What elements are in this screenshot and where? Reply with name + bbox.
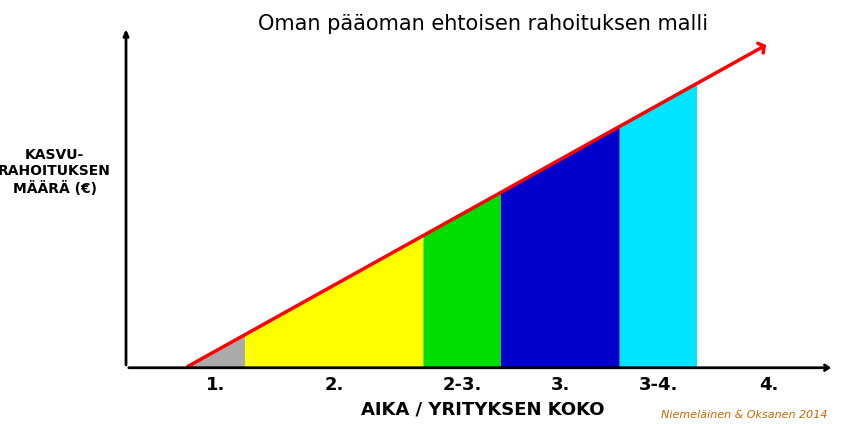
Polygon shape [245,234,424,368]
Text: 3.: 3. [550,376,570,394]
Text: 2.: 2. [325,376,344,394]
Polygon shape [697,2,840,368]
Text: Niemeläinen & Oksanen 2014: Niemeläinen & Oksanen 2014 [661,410,827,420]
Polygon shape [424,191,500,368]
Polygon shape [500,125,619,368]
Text: Oman pääoman ehtoisen rahoituksen malli: Oman pääoman ehtoisen rahoituksen malli [258,14,708,33]
Text: 4.: 4. [759,376,778,394]
Text: 1.: 1. [206,376,225,394]
Polygon shape [619,81,697,368]
Text: AIKA / YRITYKSEN KOKO: AIKA / YRITYKSEN KOKO [361,401,604,419]
Text: 2-3.: 2-3. [442,376,482,394]
Polygon shape [186,335,245,368]
Text: 3-4.: 3-4. [639,376,678,394]
Text: KASVU-
RAHOITUKSEN
MÄÄRÄ (€): KASVU- RAHOITUKSEN MÄÄRÄ (€) [0,148,111,195]
